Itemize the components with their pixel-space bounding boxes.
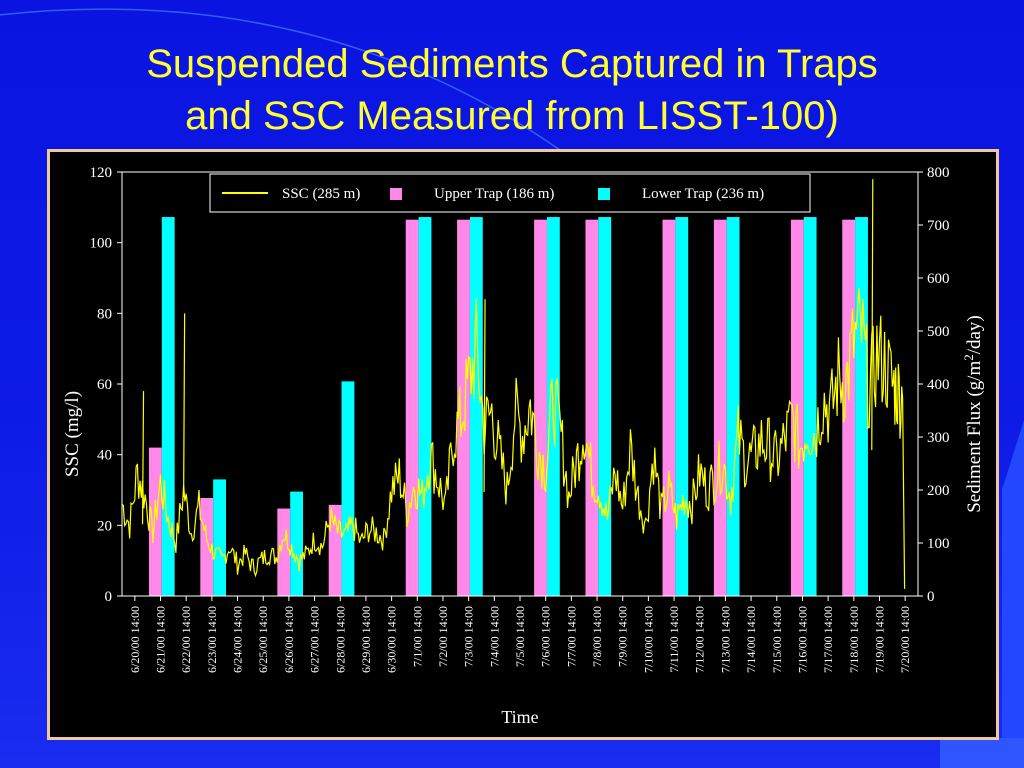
left-y-tick-label-120: 120 <box>90 165 113 181</box>
legend-label-1: Upper Trap (186 m) <box>434 186 554 202</box>
right-y-tick-label-600: 600 <box>927 271 950 287</box>
right-y-tick-label-100: 100 <box>927 536 950 552</box>
x-tick-label: 7/5/00 14:00 <box>513 606 527 667</box>
lower-trap-bar-7-3-00 <box>469 217 483 597</box>
left-y-tick-label-40: 40 <box>97 448 112 464</box>
slide-title: Suspended Sediments Captured in Traps an… <box>0 38 1024 142</box>
x-tick-label: 6/22/00 14:00 <box>179 606 193 673</box>
upper-trap-bar-7-13-00 <box>713 219 727 596</box>
x-tick-label: 7/17/00 14:00 <box>821 606 835 673</box>
x-tick-label: 7/6/00 14:00 <box>539 606 553 667</box>
x-tick-label: 7/12/00 14:00 <box>693 606 707 673</box>
upper-trap-bar-7-11-00 <box>662 219 676 596</box>
x-tick-label: 7/15/00 14:00 <box>770 606 784 673</box>
lower-trap-bar-7-13-00 <box>726 217 740 597</box>
x-tick-label: 7/7/00 14:00 <box>564 606 578 667</box>
left-y-axis-label: SSC (mg/l) <box>62 391 83 477</box>
x-tick-label: 7/19/00 14:00 <box>872 606 886 673</box>
upper-trap-bar-7-3-00 <box>457 219 470 596</box>
right-y-tick-label-200: 200 <box>927 483 950 499</box>
x-tick-label: 6/21/00 14:00 <box>154 606 168 673</box>
x-tick-label: 6/30/00 14:00 <box>385 606 399 673</box>
x-tick-label: 6/25/00 14:00 <box>256 606 270 673</box>
right-y-tick-label-500: 500 <box>927 324 950 340</box>
ssc-line-layer <box>121 179 906 589</box>
x-tick-label: 7/13/00 14:00 <box>718 606 732 673</box>
x-tick-label: 7/8/00 14:00 <box>590 606 604 667</box>
upper-trap-bar-7-8-00 <box>585 219 599 596</box>
x-tick-label: 7/11/00 14:00 <box>667 606 681 673</box>
x-tick-label: 6/29/00 14:00 <box>359 606 373 673</box>
right-y-tick-label-300: 300 <box>927 430 950 446</box>
bars-layer <box>148 217 868 597</box>
legend-label-0: SSC (285 m) <box>282 186 360 202</box>
right-y-axis: 0 100 200 300 400 500 600 700 800 <box>918 165 950 605</box>
legend-swatch-lower-trap <box>598 188 610 200</box>
x-tick-label: 7/9/00 14:00 <box>616 606 630 667</box>
ssc-line-series <box>121 287 906 589</box>
legend-label-2: Lower Trap (236 m) <box>642 186 764 202</box>
slide-title-line1: Suspended Sediments Captured in Traps <box>146 42 878 86</box>
x-tick-label: 6/27/00 14:00 <box>308 606 322 673</box>
upper-trap-bar-7-6-00 <box>534 219 547 596</box>
left-y-tick-label-100: 100 <box>90 236 113 252</box>
lower-trap-bar-7-8-00 <box>598 217 612 597</box>
legend-box <box>209 173 811 213</box>
right-y-axis-label-sup: 2 <box>961 354 976 361</box>
x-tick-label: 7/10/00 14:00 <box>641 606 655 673</box>
legend-swatch-upper-trap <box>390 188 402 200</box>
x-tick-label: 7/2/00 14:00 <box>436 606 450 667</box>
right-y-tick-label-700: 700 <box>927 218 950 234</box>
right-y-axis-label-suffix: /day) <box>964 315 985 354</box>
left-y-tick-label-60: 60 <box>97 377 112 393</box>
lower-trap-bar-6-21-00 <box>161 217 175 597</box>
x-axis-label: Time <box>501 707 538 727</box>
lower-trap-bar-6-23-00 <box>213 479 226 596</box>
legend: SSC (285 m) Upper Trap (186 m) Lower Trap … <box>209 173 811 213</box>
ssc-spike-2 <box>483 299 486 493</box>
x-tick-label: 6/23/00 14:00 <box>205 606 219 673</box>
left-y-axis: 0 20 40 60 80 100 120 <box>90 165 122 605</box>
upper-trap-bar-6-21-00 <box>148 447 162 596</box>
lower-trap-bar-6-26-00 <box>290 491 304 596</box>
x-tick-label: 6/24/00 14:00 <box>231 606 245 673</box>
x-axis: 6/20/00 14:00 6/21/00 14:00 6/22/00 14:00 6… <box>128 596 912 673</box>
x-tick-label: 7/18/00 14:00 <box>847 606 861 673</box>
sediment-chart: 0 20 40 60 80 100 120 0 100 200 300 400 500 600 700 80… <box>62 165 985 727</box>
slide-title-line2: and SSC Measured from LISST-100) <box>185 94 839 138</box>
ssc-spike-0 <box>141 391 145 525</box>
upper-trap-bar-6-26-00 <box>277 508 291 596</box>
x-tick-label: 7/1/00 14:00 <box>410 606 424 667</box>
right-y-axis-label: Sediment Flux (g/m2/day) <box>961 315 985 513</box>
x-tick-label: 7/4/00 14:00 <box>487 606 501 667</box>
left-y-tick-label-20: 20 <box>97 518 112 534</box>
left-y-tick-label-0: 0 <box>105 589 113 605</box>
x-tick-label: 6/28/00 14:00 <box>333 606 347 673</box>
upper-trap-bar-7-1-00 <box>405 219 419 596</box>
lower-trap-bar-7-18-00 <box>855 217 868 597</box>
x-tick-label: 7/3/00 14:00 <box>462 606 476 667</box>
ssc-spike-1 <box>183 313 186 498</box>
chart-frame: 0 20 40 60 80 100 120 0 100 200 300 400 500 600 700 80… <box>47 149 999 740</box>
lower-trap-bar-7-1-00 <box>418 217 432 597</box>
corner-decoration <box>1002 420 1024 768</box>
right-y-axis-label-prefix: Sediment Flux (g/m <box>964 361 985 513</box>
left-y-tick-label-80: 80 <box>97 306 112 322</box>
right-y-tick-label-800: 800 <box>927 165 950 181</box>
right-y-tick-label-0: 0 <box>927 589 935 605</box>
x-tick-label: 6/20/00 14:00 <box>128 606 142 673</box>
right-y-tick-label-400: 400 <box>927 377 950 393</box>
upper-trap-bar-6-23-00 <box>200 497 214 596</box>
lower-trap-bar-7-16-00 <box>803 217 817 597</box>
x-tick-label: 6/26/00 14:00 <box>282 606 296 673</box>
upper-trap-bar-7-18-00 <box>842 219 856 596</box>
x-tick-label: 7/20/00 14:00 <box>898 606 912 673</box>
x-tick-label: 7/16/00 14:00 <box>795 606 809 673</box>
x-tick-label: 7/14/00 14:00 <box>744 606 758 673</box>
ssc-spike-3 <box>871 179 874 451</box>
corner-decoration-square <box>940 738 1024 768</box>
lower-trap-bar-7-11-00 <box>675 217 689 597</box>
lower-trap-bar-6-28-00 <box>341 381 355 596</box>
